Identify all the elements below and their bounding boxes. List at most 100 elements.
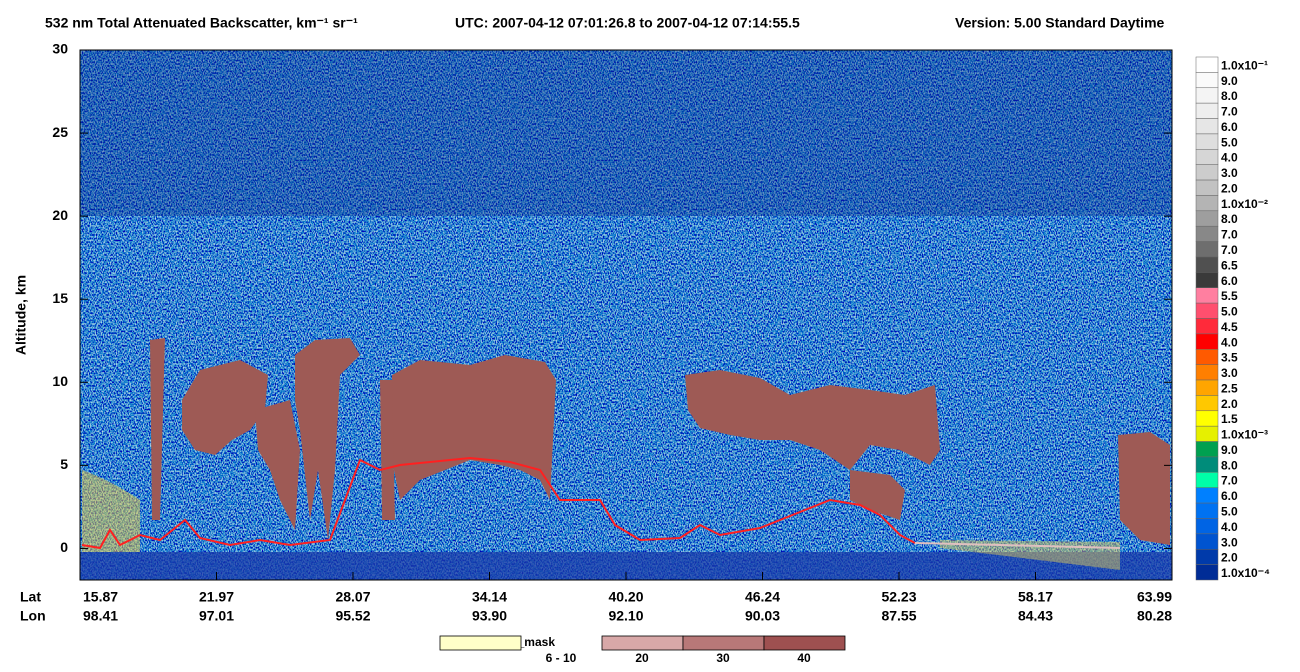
colorbar-cell [1195,56,1219,73]
colorbar-label: 4.0 [1221,335,1238,349]
y-tick-label: 5 [60,456,68,472]
x-tick-label: 87.55 [881,608,916,624]
row-label: Lon [20,608,46,624]
cpr-legend-label: 30 [716,651,730,665]
cpr-legend-cell [682,635,765,651]
x-tick-label: 90.03 [745,608,780,624]
colorbar-label: 3.0 [1221,166,1238,180]
x-tick-label: 15.87 [83,589,118,605]
colorbar-cell [1195,210,1219,227]
colorbar-label: 1.0x10⁻¹ [1221,58,1268,72]
cpr-legend-label: 6 - 10 [546,651,577,665]
clouds [150,338,1170,545]
x-tick-label: 28.07 [335,589,370,605]
colorbar-cell [1195,349,1219,365]
y-tick-label: 10 [52,373,68,389]
y-axis-label: Altitude, km [13,275,29,355]
colorbar-label: 4.0 [1221,151,1238,165]
row-label: Lat [20,589,41,605]
colorbar-cell [1195,533,1219,550]
x-tick-label: 46.24 [745,589,780,605]
surface-return [914,542,1121,549]
colorbar-cell [1195,333,1219,350]
colorbar-label: 7.0 [1221,105,1238,119]
colorbar-cell [1195,241,1219,258]
noise-field [80,50,1172,580]
colorbar-label: 1.0x10⁻² [1221,197,1268,211]
colorbar-cell [1195,548,1219,565]
colorbar-cell [1195,518,1219,535]
x-tick-label: 92.10 [608,608,643,624]
upper-layer [80,50,1172,216]
colorbar-cell [1195,287,1219,304]
colorbar-cell [1195,118,1219,135]
colorbar-label: 3.0 [1221,366,1238,380]
colorbar-cell [1195,410,1219,427]
surface-signal [81,456,916,550]
colorbar-label: 1.0x10⁻⁴ [1221,566,1270,580]
colorbar-cell [1195,164,1219,181]
colorbar-label: 7.0 [1221,243,1238,257]
x-tick-label: 80.28 [1137,608,1172,624]
x-tick-label: 21.97 [199,589,234,605]
colorbar-cell [1195,318,1219,335]
colorbar-label: 7.0 [1221,228,1238,242]
colorbar-cell [1195,487,1219,504]
colorbar-label: 4.5 [1221,320,1238,334]
x-tick-label: 52.23 [881,589,916,605]
x-tick-label: 93.90 [472,608,507,624]
colorbar-label: 6.0 [1221,489,1238,503]
cpr-legend-label: 40 [797,651,811,665]
colorbar-label: 9.0 [1221,74,1238,88]
colorbar-label: 6.5 [1221,258,1238,272]
colorbar-label: 2.5 [1221,381,1238,395]
x-tick-label: 63.99 [1137,589,1172,605]
cpr-legend-cell [601,635,684,651]
colorbar-cell [1195,225,1219,242]
colorbar-label: 6.0 [1221,274,1238,288]
colorbar-label: 3.0 [1221,535,1238,549]
colorbar-label: 3.5 [1221,351,1238,365]
x-tick-label: 58.17 [1018,589,1053,605]
colorbar-label: 8.0 [1221,458,1238,472]
cpr-legend-label: 20 [635,651,649,665]
cpr-legend-cell [763,635,846,651]
aerosol [82,470,140,552]
colorbar-label: 5.0 [1221,504,1238,518]
colorbar-label: 4.0 [1221,520,1238,534]
colorbar-cell [1195,425,1219,442]
utc-range: UTC: 2007-04-12 07:01:26.8 to 2007-04-12… [455,15,800,31]
colorbar-label: 5.0 [1221,305,1238,319]
colorbar-cell [1195,395,1219,412]
colorbar-cell [1195,502,1219,519]
y-tick-label: 0 [60,539,68,555]
colorbar-label: 8.0 [1221,212,1238,226]
chart-title: 532 nm Total Attenuated Backscatter, km⁻… [45,15,358,31]
x-tick-label: 98.41 [83,608,118,624]
cpr-legend-cell [439,635,522,651]
colorbar-label: 6.0 [1221,120,1238,134]
colorbar-label: 5.5 [1221,289,1238,303]
version: Version: 5.00 Standard Daytime [955,15,1165,31]
y-tick-label: 25 [52,124,68,140]
colorbar-cell [1195,379,1219,396]
y-tick-label: 20 [52,207,68,223]
colorbar-label: 2.0 [1221,551,1238,565]
y-tick-label: 30 [52,41,68,57]
colorbar-cell [1195,364,1219,381]
colorbar-cell [1195,72,1219,89]
colorbar-cell [1195,564,1219,581]
colorbar-label: 9.0 [1221,443,1238,457]
colorbar-cell [1195,87,1219,104]
colorbar-cell [1195,272,1219,288]
colorbar-cell [1195,472,1219,488]
colorbar-cell [1195,256,1219,273]
x-tick-label: 97.01 [199,608,234,624]
colorbar-label: 5.0 [1221,135,1238,149]
x-tick-label: 40.20 [608,589,643,605]
curtain-image [80,50,1172,580]
colorbar-label: 1.0x10⁻³ [1221,428,1268,442]
x-tick-label: 95.52 [335,608,370,624]
colorbar-label: 2.0 [1221,181,1238,195]
